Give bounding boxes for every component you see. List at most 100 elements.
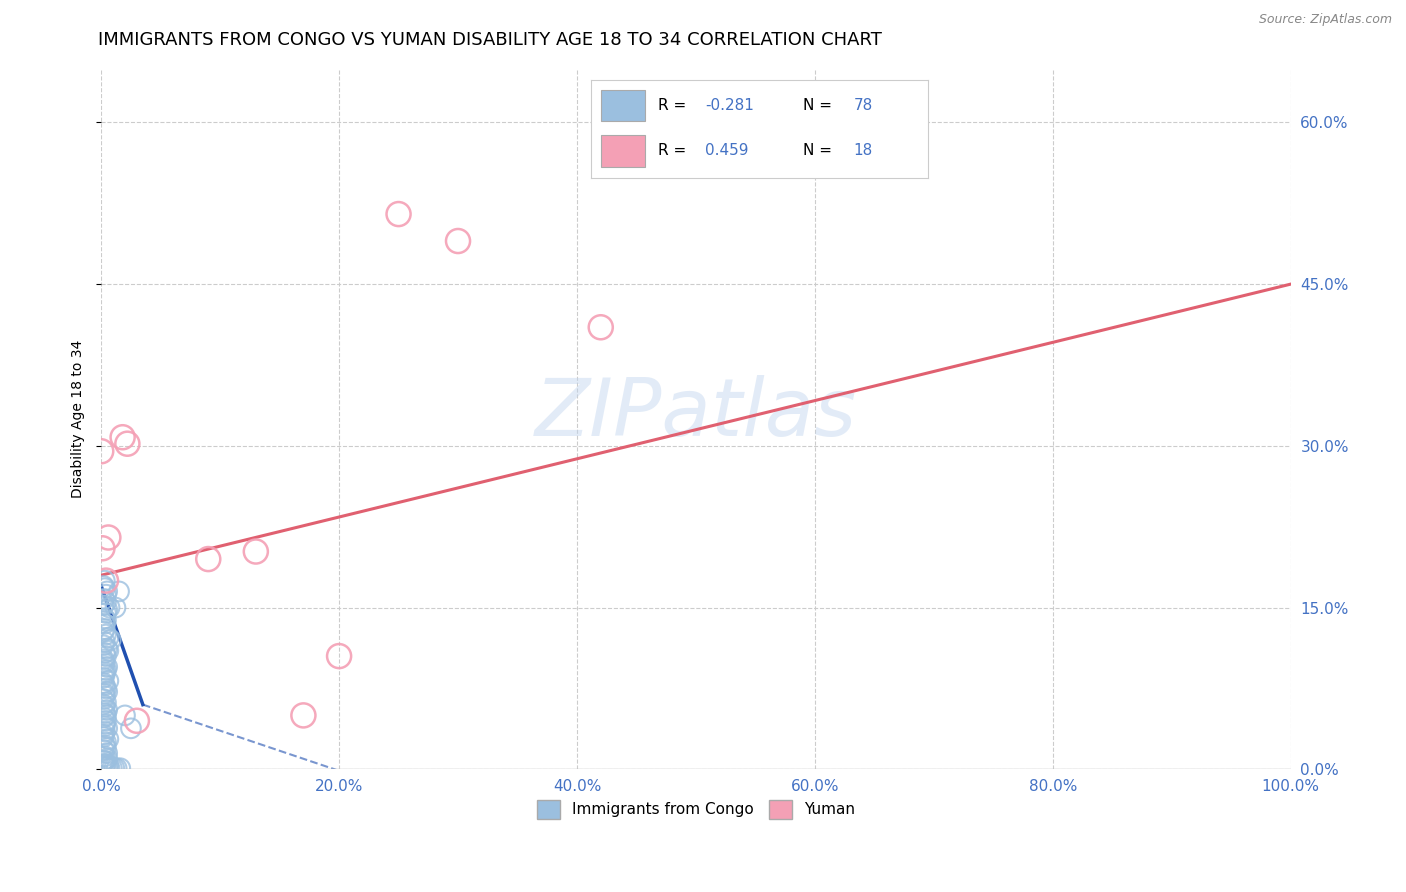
Point <box>94 665 117 680</box>
Point <box>97 643 120 657</box>
Point <box>96 603 118 617</box>
FancyBboxPatch shape <box>600 136 644 167</box>
Point <box>98 600 121 615</box>
Point <box>98 761 121 775</box>
Point <box>447 234 470 248</box>
Text: R =: R = <box>658 98 692 113</box>
Point <box>117 436 139 450</box>
Point <box>94 759 117 773</box>
Point <box>97 531 120 545</box>
Point <box>94 627 117 641</box>
Point <box>96 584 118 599</box>
Point <box>93 599 115 613</box>
Point <box>94 724 117 739</box>
Point <box>96 751 118 765</box>
Point <box>93 756 115 771</box>
Point <box>94 581 117 595</box>
Point <box>197 552 219 566</box>
Point <box>96 703 118 717</box>
Point <box>94 678 117 692</box>
Point <box>94 667 117 681</box>
Text: -0.281: -0.281 <box>706 98 754 113</box>
Text: IMMIGRANTS FROM CONGO VS YUMAN DISABILITY AGE 18 TO 34 CORRELATION CHART: IMMIGRANTS FROM CONGO VS YUMAN DISABILIT… <box>98 31 883 49</box>
Point <box>96 660 118 674</box>
Text: Source: ZipAtlas.com: Source: ZipAtlas.com <box>1258 13 1392 27</box>
Point <box>292 708 315 723</box>
Point <box>103 761 125 775</box>
Point <box>97 673 120 688</box>
Point <box>93 579 115 593</box>
Point <box>93 638 115 652</box>
Point <box>245 544 267 558</box>
Point <box>96 722 118 736</box>
Point <box>94 714 117 728</box>
Point <box>94 706 117 721</box>
Point <box>96 641 118 656</box>
Point <box>93 710 115 724</box>
Text: N =: N = <box>803 98 837 113</box>
Point <box>96 746 118 760</box>
Point <box>94 574 117 588</box>
Point <box>111 430 134 444</box>
Point <box>110 761 132 775</box>
Point <box>97 759 120 773</box>
Point <box>94 749 117 764</box>
Point <box>94 740 117 755</box>
Point <box>93 698 115 712</box>
Point <box>94 696 117 710</box>
Point <box>125 714 148 728</box>
Point <box>93 671 115 685</box>
Point <box>94 663 117 677</box>
Text: ZIPatlas: ZIPatlas <box>534 375 858 452</box>
Point <box>94 574 117 588</box>
Point <box>101 761 124 775</box>
Point <box>120 722 142 736</box>
Point <box>94 611 117 625</box>
Point <box>94 708 117 723</box>
Point <box>97 631 120 645</box>
Point <box>96 760 118 774</box>
Point <box>93 655 115 669</box>
Point <box>93 591 115 606</box>
Point <box>100 632 122 647</box>
Point <box>387 207 409 221</box>
Point <box>93 754 115 768</box>
Point <box>93 730 115 744</box>
Point <box>94 646 117 660</box>
Point <box>93 692 115 706</box>
Point <box>589 320 612 334</box>
Point <box>94 717 117 731</box>
Point <box>93 728 115 742</box>
Point <box>104 600 127 615</box>
Point <box>94 622 117 636</box>
Text: N =: N = <box>803 144 837 159</box>
Point <box>94 699 117 714</box>
Point <box>94 754 117 768</box>
Point <box>328 649 350 664</box>
Text: 78: 78 <box>853 98 873 113</box>
Point <box>94 614 117 628</box>
Point <box>94 756 117 771</box>
Point <box>94 739 117 753</box>
Point <box>94 649 117 664</box>
Point <box>93 652 115 666</box>
FancyBboxPatch shape <box>600 90 644 121</box>
Text: 18: 18 <box>853 144 873 159</box>
Point <box>114 708 136 723</box>
Point <box>108 584 131 599</box>
Point <box>898 94 921 108</box>
Point <box>94 735 117 749</box>
Point <box>93 624 115 639</box>
Point <box>94 595 117 609</box>
Point <box>94 588 117 602</box>
Point <box>94 681 117 696</box>
Point <box>93 676 115 690</box>
Legend: Immigrants from Congo, Yuman: Immigrants from Congo, Yuman <box>530 794 860 825</box>
Text: 0.459: 0.459 <box>706 144 749 159</box>
Text: R =: R = <box>658 144 692 159</box>
Point <box>94 719 117 733</box>
Point <box>94 616 117 631</box>
Point <box>94 689 117 703</box>
Y-axis label: Disability Age 18 to 34: Disability Age 18 to 34 <box>72 340 86 498</box>
Point <box>97 732 120 747</box>
